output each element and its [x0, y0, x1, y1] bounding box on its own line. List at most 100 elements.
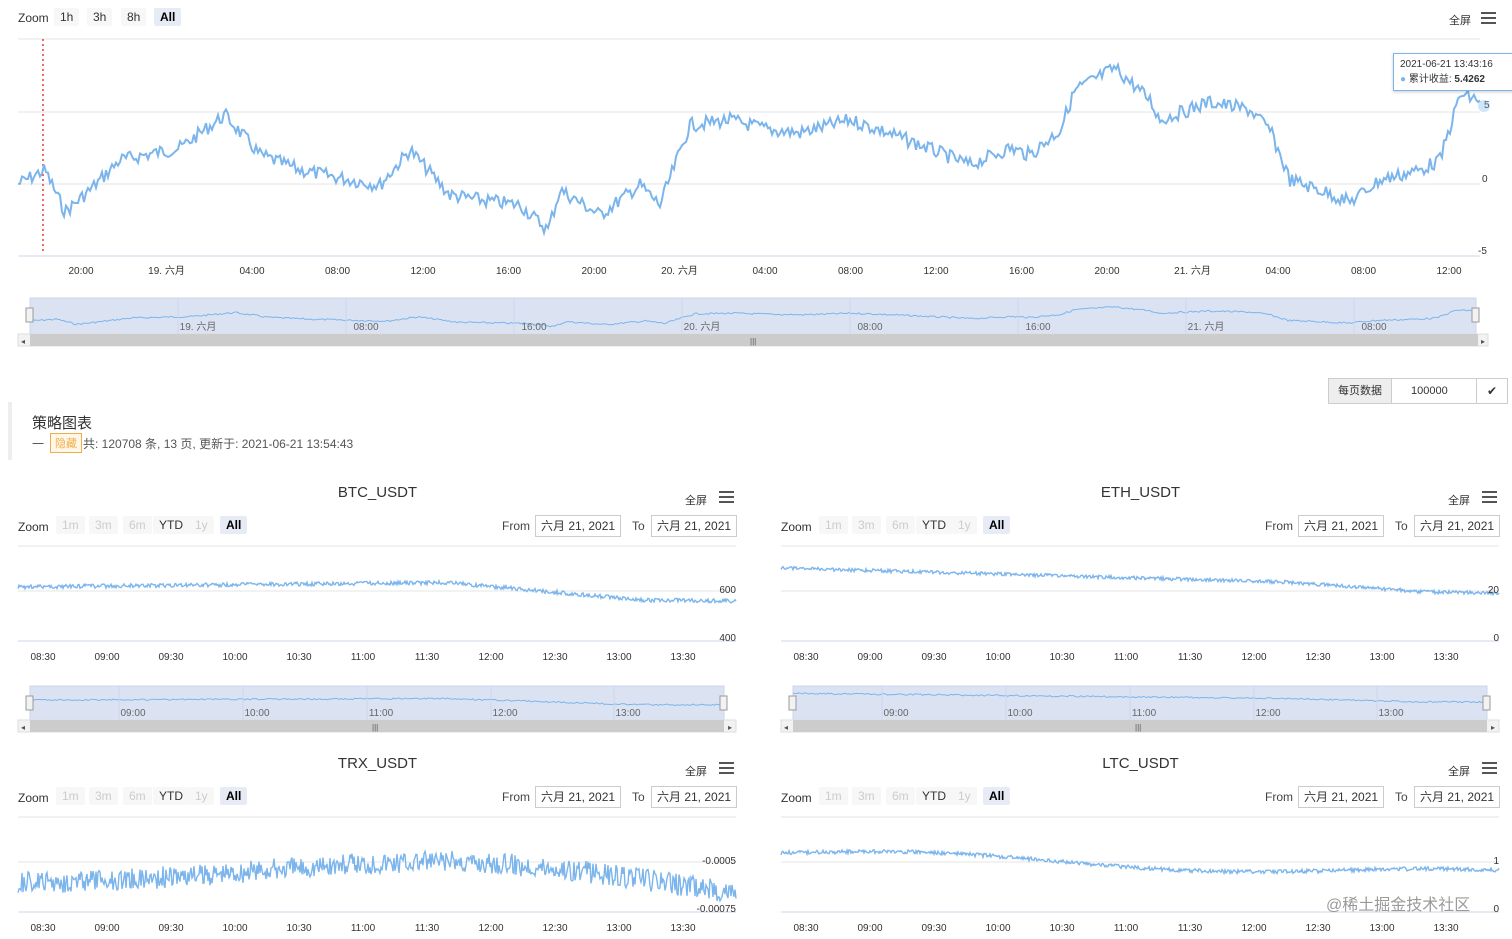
navigator-label: 13:00: [615, 708, 640, 719]
zoom-6m-button[interactable]: 6m: [123, 787, 152, 805]
from-date-input[interactable]: 六月 21, 2021: [535, 515, 622, 537]
from-date-input[interactable]: 六月 21, 2021: [1298, 786, 1385, 808]
navigator-line: [30, 697, 725, 707]
zoom-8h-button[interactable]: 8h: [121, 8, 147, 26]
menu-icon[interactable]: [719, 491, 734, 503]
navigator-handle-right[interactable]: [719, 695, 728, 711]
scrollbar-thumb[interactable]: [793, 720, 1487, 732]
zoom-ytd-button[interactable]: YTD: [916, 787, 952, 805]
zoom-ytd-button[interactable]: YTD: [153, 787, 189, 805]
x-tick: 10:30: [1049, 652, 1074, 663]
scroll-left-arrow-icon[interactable]: ◂: [21, 337, 25, 346]
zoom-6m-button[interactable]: 6m: [886, 787, 915, 805]
fullscreen-button[interactable]: 全屏: [685, 766, 707, 778]
y-tick: 600: [719, 585, 736, 596]
menu-icon[interactable]: [1482, 762, 1497, 774]
x-tick: 12:00: [478, 652, 503, 663]
fullscreen-button[interactable]: 全屏: [1448, 766, 1470, 778]
tooltip-time: 2021-06-21 13:43:16: [1400, 59, 1493, 70]
zoom-1y-button[interactable]: 1y: [952, 787, 977, 805]
scroll-right-arrow-icon[interactable]: ▸: [728, 723, 732, 732]
zoom-1m-button[interactable]: 1m: [56, 516, 85, 534]
fullscreen-button[interactable]: 全屏: [1449, 15, 1471, 27]
zoom-ytd-button[interactable]: YTD: [153, 516, 189, 534]
zoom-1m-button[interactable]: 1m: [819, 787, 848, 805]
x-tick: 12:00: [410, 266, 435, 277]
zoom-1m-button[interactable]: 1m: [56, 787, 85, 805]
navigator-label: 08:00: [353, 322, 378, 333]
navigator-label: 11:00: [369, 708, 394, 719]
x-tick: 10:00: [985, 923, 1010, 934]
hide-button[interactable]: 隐藏: [50, 433, 83, 453]
zoom-3m-button[interactable]: 3m: [89, 787, 118, 805]
navigator-handle-right[interactable]: [1471, 307, 1480, 323]
x-tick: 11:00: [351, 652, 376, 663]
from-date-input[interactable]: 六月 21, 2021: [535, 786, 622, 808]
from-label: From: [1265, 519, 1293, 533]
zoom-all-button[interactable]: All: [983, 516, 1011, 534]
scrollbar-thumb[interactable]: [30, 334, 1478, 346]
navigator-handle-left[interactable]: [788, 695, 797, 711]
zoom-1h-button[interactable]: 1h: [54, 8, 80, 26]
x-tick: 10:30: [286, 652, 311, 663]
zoom-1y-button[interactable]: 1y: [189, 516, 214, 534]
x-tick: 20:00: [581, 266, 606, 277]
x-tick: 13:30: [1433, 923, 1458, 934]
navigator-handle-left[interactable]: [25, 307, 34, 323]
navigator-handle-left[interactable]: [25, 695, 34, 711]
fullscreen-button[interactable]: 全屏: [1448, 495, 1470, 507]
zoom-3h-button[interactable]: 3h: [87, 8, 113, 26]
navigator-window[interactable]: [29, 297, 1477, 335]
navigator-window[interactable]: [792, 685, 1488, 721]
confirm-check-icon[interactable]: ✔: [1476, 379, 1507, 403]
x-tick: 11:30: [1178, 923, 1203, 934]
zoom-3m-button[interactable]: 3m: [852, 516, 881, 534]
x-tick: 13:00: [606, 923, 631, 934]
x-tick: 13:30: [670, 923, 695, 934]
y-tick: 1: [1493, 856, 1499, 867]
x-tick: 20. 六月: [661, 265, 698, 277]
menu-icon[interactable]: [1481, 12, 1496, 24]
x-tick: 09:00: [94, 923, 119, 934]
zoom-1y-button[interactable]: 1y: [189, 787, 214, 805]
zoom-all-button[interactable]: All: [983, 787, 1011, 805]
to-date-input[interactable]: 六月 21, 2021: [651, 515, 738, 537]
zoom-1y-button[interactable]: 1y: [952, 516, 977, 534]
scroll-left-arrow-icon[interactable]: ◂: [21, 723, 25, 732]
to-date-input[interactable]: 六月 21, 2021: [651, 786, 738, 808]
scrollbar-thumb[interactable]: [30, 720, 724, 732]
zoom-6m-button[interactable]: 6m: [886, 516, 915, 534]
fullscreen-button[interactable]: 全屏: [685, 495, 707, 507]
to-date-input[interactable]: 六月 21, 2021: [1414, 786, 1501, 808]
x-tick: 12:00: [1436, 266, 1461, 277]
to-date-input[interactable]: 六月 21, 2021: [1414, 515, 1501, 537]
x-tick: 12:00: [1241, 923, 1266, 934]
zoom-3m-button[interactable]: 3m: [89, 516, 118, 534]
x-tick: 08:30: [30, 923, 55, 934]
chart-svg: 08:30 09:00 09:30 10:00 10:30 11:00 11:30 12:00…: [780, 545, 1500, 733]
zoom-all-button[interactable]: All: [220, 516, 248, 534]
navigator-label: 12:00: [1255, 708, 1280, 719]
menu-icon[interactable]: [1482, 491, 1497, 503]
scroll-right-arrow-icon[interactable]: ▸: [1491, 723, 1495, 732]
scroll-left-arrow-icon[interactable]: ◂: [784, 723, 788, 732]
zoom-all-button[interactable]: All: [220, 787, 248, 805]
from-date-input[interactable]: 六月 21, 2021: [1298, 515, 1385, 537]
zoom-all-button[interactable]: All: [154, 8, 182, 26]
chart-svg: 08:30 09:00 09:30 10:00 10:30 11:00 11:30 12:00…: [17, 816, 737, 934]
zoom-ytd-button[interactable]: YTD: [916, 516, 952, 534]
x-tick: 11:30: [415, 652, 440, 663]
main-series-line: [17, 61, 1481, 237]
x-tick: 11:00: [1114, 923, 1139, 934]
zoom-3m-button[interactable]: 3m: [852, 787, 881, 805]
navigator-window[interactable]: [29, 685, 725, 721]
menu-icon[interactable]: [719, 762, 734, 774]
collapse-dash-icon[interactable]: 一: [32, 436, 45, 451]
page-size-input[interactable]: 100000: [1411, 385, 1448, 397]
navigator-handle-right[interactable]: [1482, 695, 1491, 711]
chart-title: LTC_USDT: [1102, 755, 1179, 772]
zoom-1m-button[interactable]: 1m: [819, 516, 848, 534]
zoom-6m-button[interactable]: 6m: [123, 516, 152, 534]
scroll-right-arrow-icon[interactable]: ▸: [1481, 337, 1485, 346]
x-tick: 10:00: [222, 923, 247, 934]
